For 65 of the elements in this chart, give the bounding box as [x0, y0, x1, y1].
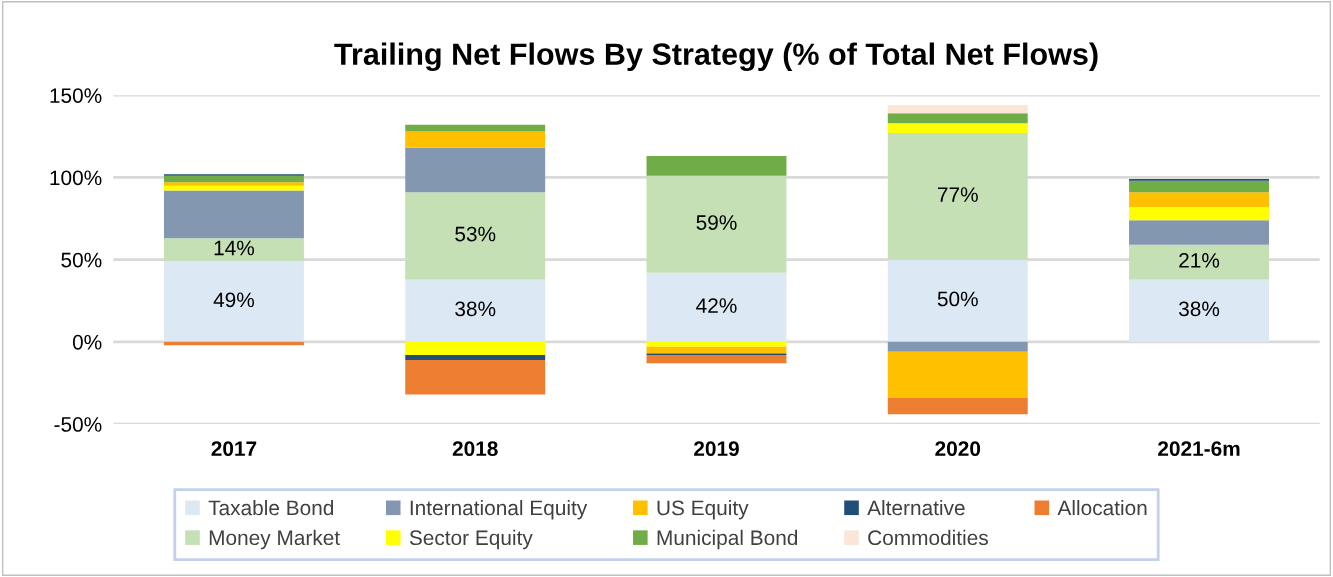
bar: [163, 185, 304, 191]
data-label: 50%: [937, 291, 978, 307]
bar: [1129, 192, 1269, 208]
y-tick-label: -50%: [54, 417, 102, 432]
legend-label: International Equity: [410, 499, 588, 520]
bar: [646, 346, 787, 354]
bar: [405, 279, 546, 342]
x-tick-label: 2017: [211, 441, 257, 457]
bar: [163, 182, 304, 186]
bar: [1129, 180, 1269, 193]
bar: [646, 156, 787, 176]
bar: [887, 351, 1028, 398]
chart-title: Trailing Net Flows By Strategy (% of Total Net Flows): [334, 42, 1098, 72]
bar: [887, 123, 1028, 134]
legend-label: Taxable Bond: [208, 499, 334, 516]
bar: [887, 105, 1028, 114]
y-tick-label: 0%: [72, 334, 102, 350]
x-tick-label: 2018: [452, 441, 498, 457]
data-label: 42%: [696, 298, 737, 313]
bar: [405, 341, 546, 356]
bar: [887, 341, 1028, 352]
legend-label: Money Market: [209, 529, 340, 550]
legend-label: US Equity: [657, 499, 749, 520]
x-tick-label: 2020: [935, 441, 981, 457]
data-label: 38%: [455, 301, 496, 317]
bar: [887, 133, 1028, 260]
x-tick-label: 2021-6m: [1158, 441, 1240, 457]
y-tick-label: 100%: [50, 170, 102, 186]
bar: [887, 113, 1028, 124]
bar: [1129, 279, 1269, 342]
bar: [1129, 207, 1269, 221]
legend-label: Allocation: [1057, 499, 1147, 516]
legend-label: Alternative: [867, 499, 965, 516]
bar: [887, 397, 1028, 415]
bar: [163, 261, 304, 342]
legend-label: Municipal Bond: [657, 529, 798, 550]
data-label: 77%: [937, 187, 978, 202]
bar: [887, 259, 1028, 342]
bar: [163, 175, 304, 183]
bar: [1129, 244, 1269, 280]
y-tick-label: 150%: [50, 88, 102, 103]
data-label: 59%: [696, 215, 737, 230]
data-label: 21%: [1179, 252, 1220, 268]
data-label: 53%: [455, 226, 496, 242]
bar: [405, 192, 546, 280]
data-label: 49%: [213, 292, 255, 308]
y-tick-label: 50%: [61, 252, 102, 268]
legend-label: Sector Equity: [409, 529, 533, 550]
bar: [646, 355, 787, 364]
legend-label: Commodities: [868, 529, 988, 546]
bar: [646, 175, 787, 273]
bar: [646, 272, 787, 342]
bar: [405, 124, 546, 132]
bar: [405, 147, 546, 193]
data-label: 38%: [1178, 301, 1220, 317]
bar: [1129, 220, 1269, 245]
x-tick-label: 2019: [694, 441, 739, 457]
bar: [405, 359, 546, 395]
bar: [405, 131, 546, 148]
bar: [646, 341, 787, 347]
bar: [163, 190, 304, 239]
bar: [163, 238, 304, 262]
bar: [163, 341, 304, 346]
data-label: 14%: [214, 240, 255, 256]
bar: [405, 355, 546, 360]
